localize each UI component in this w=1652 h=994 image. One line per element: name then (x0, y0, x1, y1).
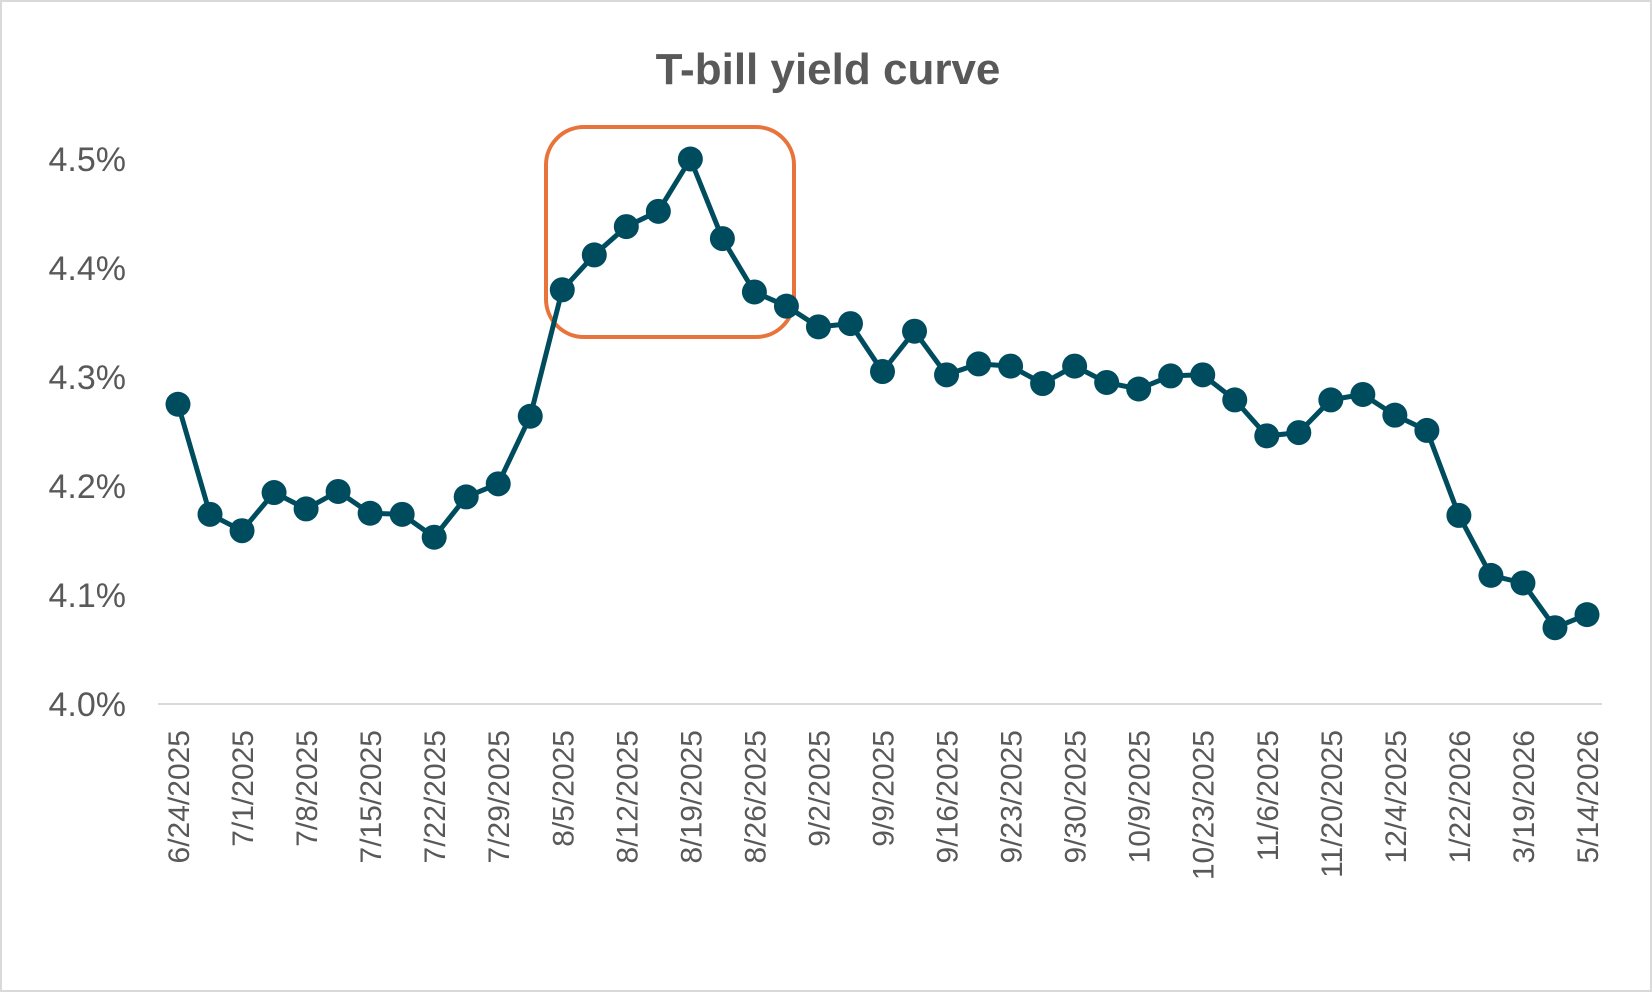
data-point-marker (902, 318, 928, 344)
data-point-marker (229, 518, 255, 544)
data-point-marker (1478, 562, 1504, 588)
data-point-marker (549, 277, 575, 303)
data-point-marker (1062, 353, 1088, 379)
data-point-marker (1574, 602, 1600, 628)
y-tick-label: 4.3% (49, 359, 127, 397)
data-point-marker (453, 484, 479, 510)
data-point-marker (389, 501, 415, 527)
data-point-marker (1190, 362, 1216, 388)
x-tick-label: 8/19/2025 (675, 730, 708, 863)
highlight-box (544, 125, 796, 339)
x-tick-label: 11/20/2025 (1316, 730, 1349, 878)
x-tick-label: 7/1/2025 (227, 730, 260, 847)
x-tick-label: 3/19/2026 (1508, 730, 1541, 863)
data-point-marker (709, 226, 735, 252)
x-tick-label: 8/12/2025 (611, 730, 644, 863)
data-point-marker (837, 311, 863, 337)
data-point-marker (741, 279, 767, 305)
data-point-marker (1254, 423, 1280, 449)
data-point-marker (966, 351, 992, 377)
data-point-marker (1382, 402, 1408, 428)
x-tick-label: 8/5/2025 (547, 730, 580, 847)
y-tick-label: 4.1% (49, 577, 127, 615)
data-point-marker (870, 359, 895, 385)
x-tick-label: 7/29/2025 (483, 730, 516, 863)
data-point-marker (1414, 417, 1440, 443)
chart-title: T-bill yield curve (656, 45, 1001, 94)
data-point-marker (934, 362, 960, 388)
x-tick-label: 7/15/2025 (355, 730, 388, 863)
data-point-marker (805, 314, 831, 340)
highlight-rectangle (544, 125, 796, 339)
data-point-marker (517, 403, 543, 429)
yield-line (175, 156, 1588, 631)
x-tick-label: 9/2/2025 (803, 730, 836, 847)
data-point-marker (1446, 502, 1472, 528)
x-tick-label: 10/9/2025 (1124, 730, 1157, 863)
y-tick-label: 4.4% (49, 250, 127, 288)
y-tick-label: 4.0% (49, 686, 127, 724)
data-point-marker (1318, 387, 1344, 413)
data-point-marker (1510, 570, 1536, 596)
x-tick-label: 5/14/2026 (1572, 730, 1605, 863)
data-point-marker (998, 353, 1024, 379)
y-tick-label: 4.5% (49, 141, 127, 179)
x-tick-label: 9/30/2025 (1060, 730, 1093, 863)
data-point-marker (261, 480, 287, 506)
data-point-marker (357, 500, 383, 526)
data-point-marker (1222, 387, 1248, 413)
data-point-marker (1542, 615, 1568, 641)
data-point-marker (165, 391, 191, 417)
data-point-marker (1126, 376, 1152, 402)
x-tick-label: 9/16/2025 (932, 730, 965, 863)
x-tick-label: 10/23/2025 (1188, 730, 1221, 880)
series-line (165, 146, 1600, 641)
data-point-marker (581, 242, 607, 268)
x-tick-label: 7/22/2025 (419, 730, 452, 863)
y-axis: 4.0% 4.1% 4.2% 4.3% 4.4% 4.5% (49, 141, 127, 724)
data-point-marker (1094, 369, 1120, 395)
data-point-marker (325, 478, 351, 504)
x-tick-label: 7/8/2025 (291, 730, 324, 847)
data-point-marker (677, 146, 703, 172)
data-point-marker (1350, 381, 1376, 407)
x-axis: 6/24/2025 7/1/2025 7/8/2025 7/15/2025 7/22/2… (163, 730, 1605, 880)
x-tick-label: 11/6/2025 (1252, 730, 1285, 861)
data-point-marker (645, 198, 671, 224)
x-tick-label: 8/26/2025 (739, 730, 772, 863)
data-point-marker (1286, 420, 1312, 446)
x-tick-label: 9/9/2025 (868, 730, 901, 847)
data-point-marker (197, 501, 223, 527)
data-point-marker (1030, 371, 1056, 397)
data-point-marker (613, 214, 639, 240)
data-point-marker (1158, 363, 1184, 389)
y-tick-label: 4.2% (49, 468, 127, 506)
data-point-marker (485, 471, 511, 497)
data-point-marker (293, 496, 319, 522)
x-tick-label: 6/24/2025 (163, 730, 196, 863)
data-point-marker (421, 524, 447, 550)
x-tick-label: 1/22/2026 (1444, 730, 1477, 863)
data-point-marker (773, 293, 799, 319)
x-tick-label: 9/23/2025 (996, 730, 1029, 863)
x-tick-label: 12/4/2025 (1380, 730, 1413, 863)
